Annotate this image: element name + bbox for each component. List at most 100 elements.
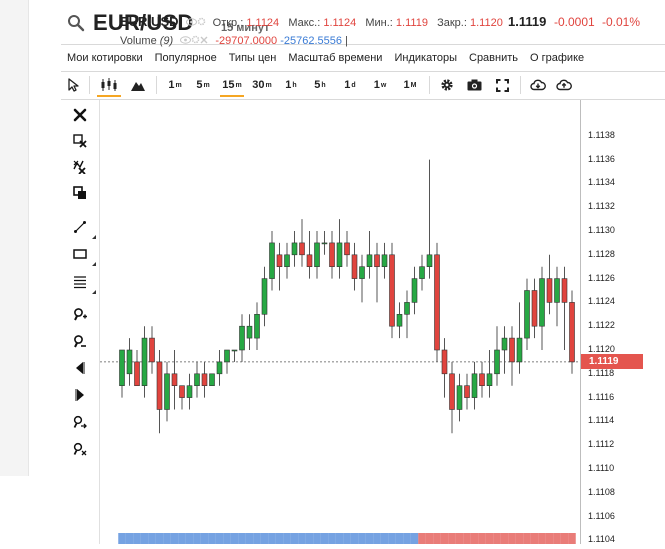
menu-my-quotes[interactable]: Мои котировки [67,52,143,64]
pan-tool[interactable] [69,411,91,433]
camera-icon [467,79,481,91]
volume-legend: Volume (9) -29707.0000 -25762.5556 | [120,35,348,47]
trend-line-tool[interactable] [69,216,96,239]
remove-drawings-button[interactable] [69,130,91,152]
candle-up [246,325,253,339]
scroll-right-button[interactable] [69,384,91,406]
volume-bar [238,533,246,544]
eye-icon [185,18,197,26]
fullscreen-icon [495,78,509,92]
timeframe-15m[interactable]: 15 m [217,73,247,97]
reset-zoom-tool[interactable] [69,438,91,460]
fibonacci-icon [74,276,86,289]
volume-bar [500,533,509,544]
current-price: 1.1119 [508,14,547,29]
volume-bar [425,533,434,544]
volume-bar [388,533,396,544]
volume-bar [230,533,239,544]
candle-up [224,349,230,363]
candle-up [501,337,508,351]
timeframe-30m[interactable]: 30 m [252,79,272,91]
close-icon [200,36,208,44]
candle-up [291,242,298,256]
search-icon[interactable] [67,14,85,32]
candle-up [539,278,545,327]
volume-bar [200,533,209,544]
candle-down [276,254,283,268]
candle-down [531,290,538,327]
fullscreen-button[interactable] [488,73,516,97]
volume-bar [538,533,546,544]
candle-down [561,278,568,303]
price-change: -0.0001 [554,15,595,29]
fibonacci-tool[interactable] [69,271,96,294]
zoom-in-tool[interactable] [69,303,91,325]
candlestick-type-button[interactable] [94,73,124,97]
price-axis-tick: 1.1110 [588,463,615,473]
volume-bar [433,533,441,544]
gear-icon [191,35,200,44]
volume-bar [568,533,576,544]
volume-bar [410,533,419,544]
toolbar-separator [156,76,157,94]
scroll-left-button[interactable] [69,357,91,379]
volume-bar [358,533,366,544]
candle-down [351,254,358,279]
volume-bar [448,533,456,544]
download-button[interactable] [525,73,551,97]
remove-indicators-button[interactable] [69,156,91,178]
menu-indicators[interactable]: Индикаторы [394,52,457,64]
rectangle-tool[interactable] [69,243,96,266]
volume-bar [403,533,411,544]
volume-bar [530,533,539,544]
volume-bar [440,533,449,544]
zoom-out-tool[interactable] [69,330,91,352]
toolbar-separator [89,76,90,94]
volume-bar [395,533,404,544]
candle-down [299,242,305,256]
submenu-indicator [92,262,96,266]
price-axis-tick: 1.1134 [588,177,615,188]
candle-up [119,349,125,387]
price-axis-tick: 1.1122 [588,320,615,331]
volume-bar [560,533,569,544]
volume-bar [470,533,479,544]
chart-plot-area[interactable] [100,100,580,544]
candle-down [441,349,448,375]
price-axis[interactable]: 1.1138 1.1136 1.1134 1.1132 1.1130 1.1128 1.11… [580,100,665,544]
candle-up [419,266,425,279]
candle-down [329,242,335,267]
cursor-tool-button[interactable] [61,73,85,97]
menu-popular[interactable]: Популярное [154,52,217,64]
candle-up [486,373,493,386]
volume-bar [365,533,374,544]
clone-button[interactable] [69,182,91,204]
candle-up [336,242,343,267]
snapshot-button[interactable] [460,73,488,97]
menu-price-types[interactable]: Типы цен [228,52,277,64]
price-axis-tick: 1.1112 [588,439,615,450]
symbol-title: EUR/USD [93,10,194,35]
upload-button[interactable] [551,73,577,97]
delete-drawing-icon [73,134,87,148]
settings-button[interactable] [434,73,460,97]
volume-bar [493,533,501,544]
low-label: Мин.: [365,17,393,29]
candle-down [464,385,470,398]
menu-compare[interactable]: Сравнить [469,52,519,64]
area-type-button[interactable] [124,73,152,97]
menu-time-scale[interactable]: Масштаб времени [288,52,383,64]
remove-all-button[interactable] [69,104,91,126]
volume-bar [268,533,276,544]
candle-up [359,266,365,279]
candle-up [284,254,290,268]
menu-about-chart[interactable]: О графике [530,52,585,64]
